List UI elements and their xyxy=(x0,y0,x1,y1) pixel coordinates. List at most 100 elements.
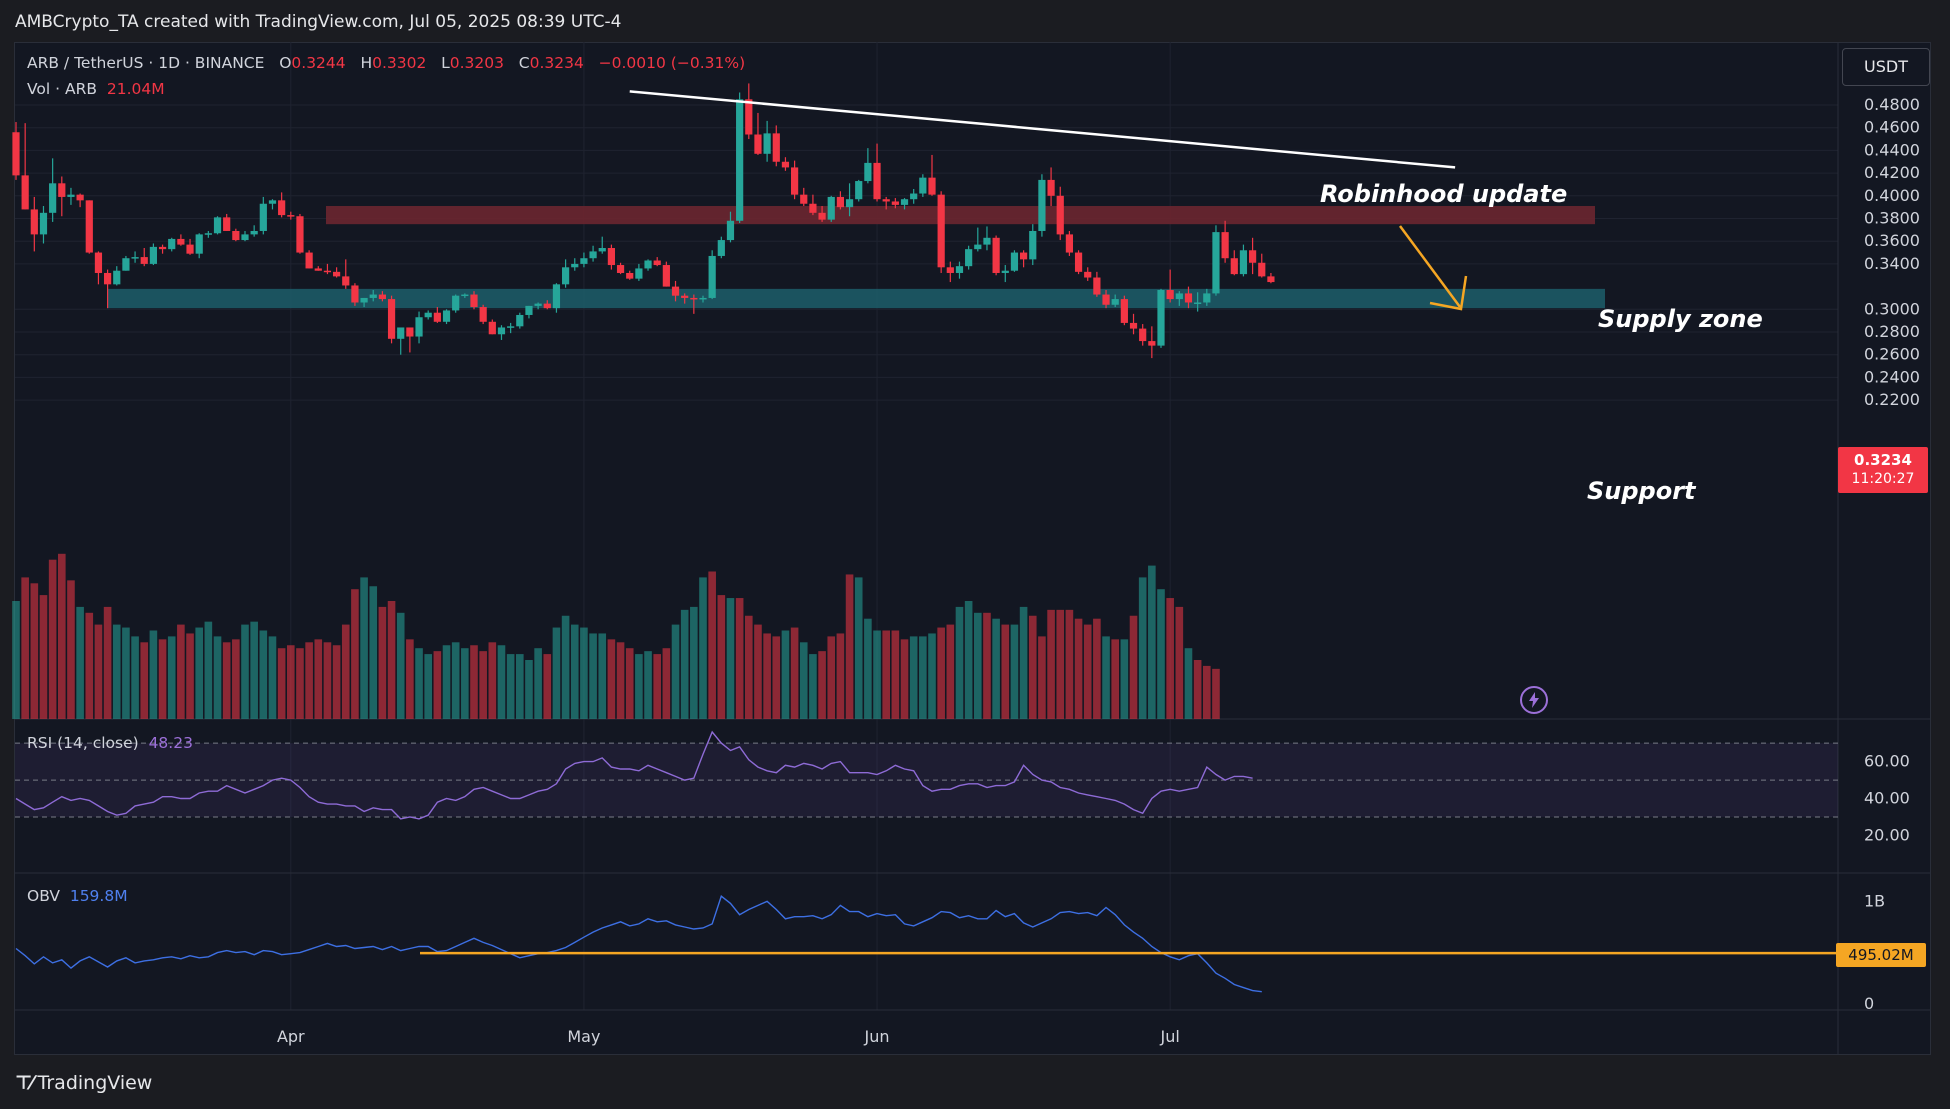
candle-body[interactable] xyxy=(1111,299,1119,305)
candle-body[interactable] xyxy=(204,233,212,235)
candle-body[interactable] xyxy=(708,255,716,298)
candle-body[interactable] xyxy=(965,249,973,267)
candle-body[interactable] xyxy=(1047,179,1055,196)
candle-body[interactable] xyxy=(562,267,570,285)
candle-body[interactable] xyxy=(85,200,93,253)
support-zone[interactable] xyxy=(107,288,1605,309)
candle-body[interactable] xyxy=(882,199,890,202)
candle-body[interactable] xyxy=(488,321,496,335)
candle-body[interactable] xyxy=(406,327,414,337)
candle-body[interactable] xyxy=(626,272,634,279)
candle-body[interactable] xyxy=(598,248,606,252)
candle-body[interactable] xyxy=(836,196,844,208)
descending-trendline[interactable] xyxy=(629,90,1456,169)
candle-body[interactable] xyxy=(241,234,249,241)
candle-body[interactable] xyxy=(726,220,735,241)
candle-body[interactable] xyxy=(1065,234,1073,253)
candle-body[interactable] xyxy=(452,295,460,311)
candle-body[interactable] xyxy=(168,238,176,250)
candle-body[interactable] xyxy=(424,312,432,318)
lightning-icon[interactable] xyxy=(1520,686,1548,714)
candle-body[interactable] xyxy=(1084,271,1092,278)
candle-body[interactable] xyxy=(763,133,771,154)
candle-body[interactable] xyxy=(177,238,185,245)
candle-body[interactable] xyxy=(992,237,1000,273)
volume-label[interactable]: Vol · ARB xyxy=(27,80,97,98)
candle-body[interactable] xyxy=(158,246,167,250)
candle-body[interactable] xyxy=(1221,232,1229,259)
candle-body[interactable] xyxy=(946,267,954,273)
candle-body[interactable] xyxy=(1139,328,1147,342)
candle-body[interactable] xyxy=(39,212,48,235)
candle-body[interactable] xyxy=(351,285,359,303)
candle-body[interactable] xyxy=(1203,293,1211,303)
candle-body[interactable] xyxy=(1129,322,1138,329)
candle-body[interactable] xyxy=(113,270,121,285)
candle-body[interactable] xyxy=(21,175,29,210)
candle-body[interactable] xyxy=(1230,258,1238,275)
candle-body[interactable] xyxy=(818,212,826,220)
candle-body[interactable] xyxy=(232,230,240,241)
candle-body[interactable] xyxy=(305,252,313,269)
candle-body[interactable] xyxy=(287,215,295,217)
candle-body[interactable] xyxy=(497,327,506,335)
candle-body[interactable] xyxy=(928,177,936,195)
candle-body[interactable] xyxy=(671,286,680,296)
candle-body[interactable] xyxy=(864,162,872,182)
candle-body[interactable] xyxy=(58,183,66,197)
candle-body[interactable] xyxy=(122,258,130,271)
candle-body[interactable] xyxy=(1102,294,1110,305)
candle-body[interactable] xyxy=(333,271,341,277)
candle-body[interactable] xyxy=(1056,195,1064,235)
candle-body[interactable] xyxy=(433,312,441,322)
candle-body[interactable] xyxy=(1093,277,1101,295)
candle-body[interactable] xyxy=(873,162,881,200)
candle-body[interactable] xyxy=(49,183,57,213)
candle-body[interactable] xyxy=(662,265,670,287)
candle-body[interactable] xyxy=(1166,290,1174,300)
candle-body[interactable] xyxy=(717,240,725,256)
candle-body[interactable] xyxy=(754,134,762,154)
candle-body[interactable] xyxy=(589,251,597,259)
candle-body[interactable] xyxy=(213,217,222,234)
obv-label[interactable]: OBV xyxy=(27,887,60,905)
rsi-line[interactable] xyxy=(15,730,1253,820)
tradingview-brand[interactable]: ⊤⁄ TradingView xyxy=(15,1072,152,1094)
candle-body[interactable] xyxy=(891,201,899,205)
candle-body[interactable] xyxy=(378,294,386,300)
candle-body[interactable] xyxy=(259,203,267,231)
candle-body[interactable] xyxy=(442,310,451,322)
candle-body[interactable] xyxy=(607,248,615,266)
candle-body[interactable] xyxy=(195,234,203,254)
candle-body[interactable] xyxy=(1038,179,1046,231)
candle-body[interactable] xyxy=(534,303,542,306)
candle-body[interactable] xyxy=(955,266,964,273)
candle-body[interactable] xyxy=(67,194,75,197)
candle-body[interactable] xyxy=(1001,270,1009,273)
candle-body[interactable] xyxy=(681,295,689,298)
candle-body[interactable] xyxy=(250,230,258,235)
candle-body[interactable] xyxy=(1148,341,1156,346)
candle-body[interactable] xyxy=(268,200,277,204)
candle-body[interactable] xyxy=(314,268,322,271)
candle-body[interactable] xyxy=(140,257,148,264)
candle-body[interactable] xyxy=(653,260,661,266)
candle-body[interactable] xyxy=(278,200,286,216)
candle-body[interactable] xyxy=(461,294,469,297)
candle-body[interactable] xyxy=(1120,299,1128,323)
candle-body[interactable] xyxy=(1029,230,1037,260)
candle-body[interactable] xyxy=(323,270,332,273)
candle-body[interactable] xyxy=(827,196,835,220)
candle-body[interactable] xyxy=(186,244,194,254)
currency-button[interactable]: USDT xyxy=(1842,48,1930,86)
candle-body[interactable] xyxy=(1239,250,1248,275)
candle-body[interactable] xyxy=(974,244,982,250)
candle-body[interactable] xyxy=(1175,293,1183,300)
candle-body[interactable] xyxy=(644,260,652,269)
candle-body[interactable] xyxy=(772,133,780,162)
candle-body[interactable] xyxy=(296,216,304,253)
candle-body[interactable] xyxy=(937,194,945,268)
candle-body[interactable] xyxy=(470,294,478,308)
candle-body[interactable] xyxy=(131,257,139,259)
candle-body[interactable] xyxy=(543,303,551,309)
